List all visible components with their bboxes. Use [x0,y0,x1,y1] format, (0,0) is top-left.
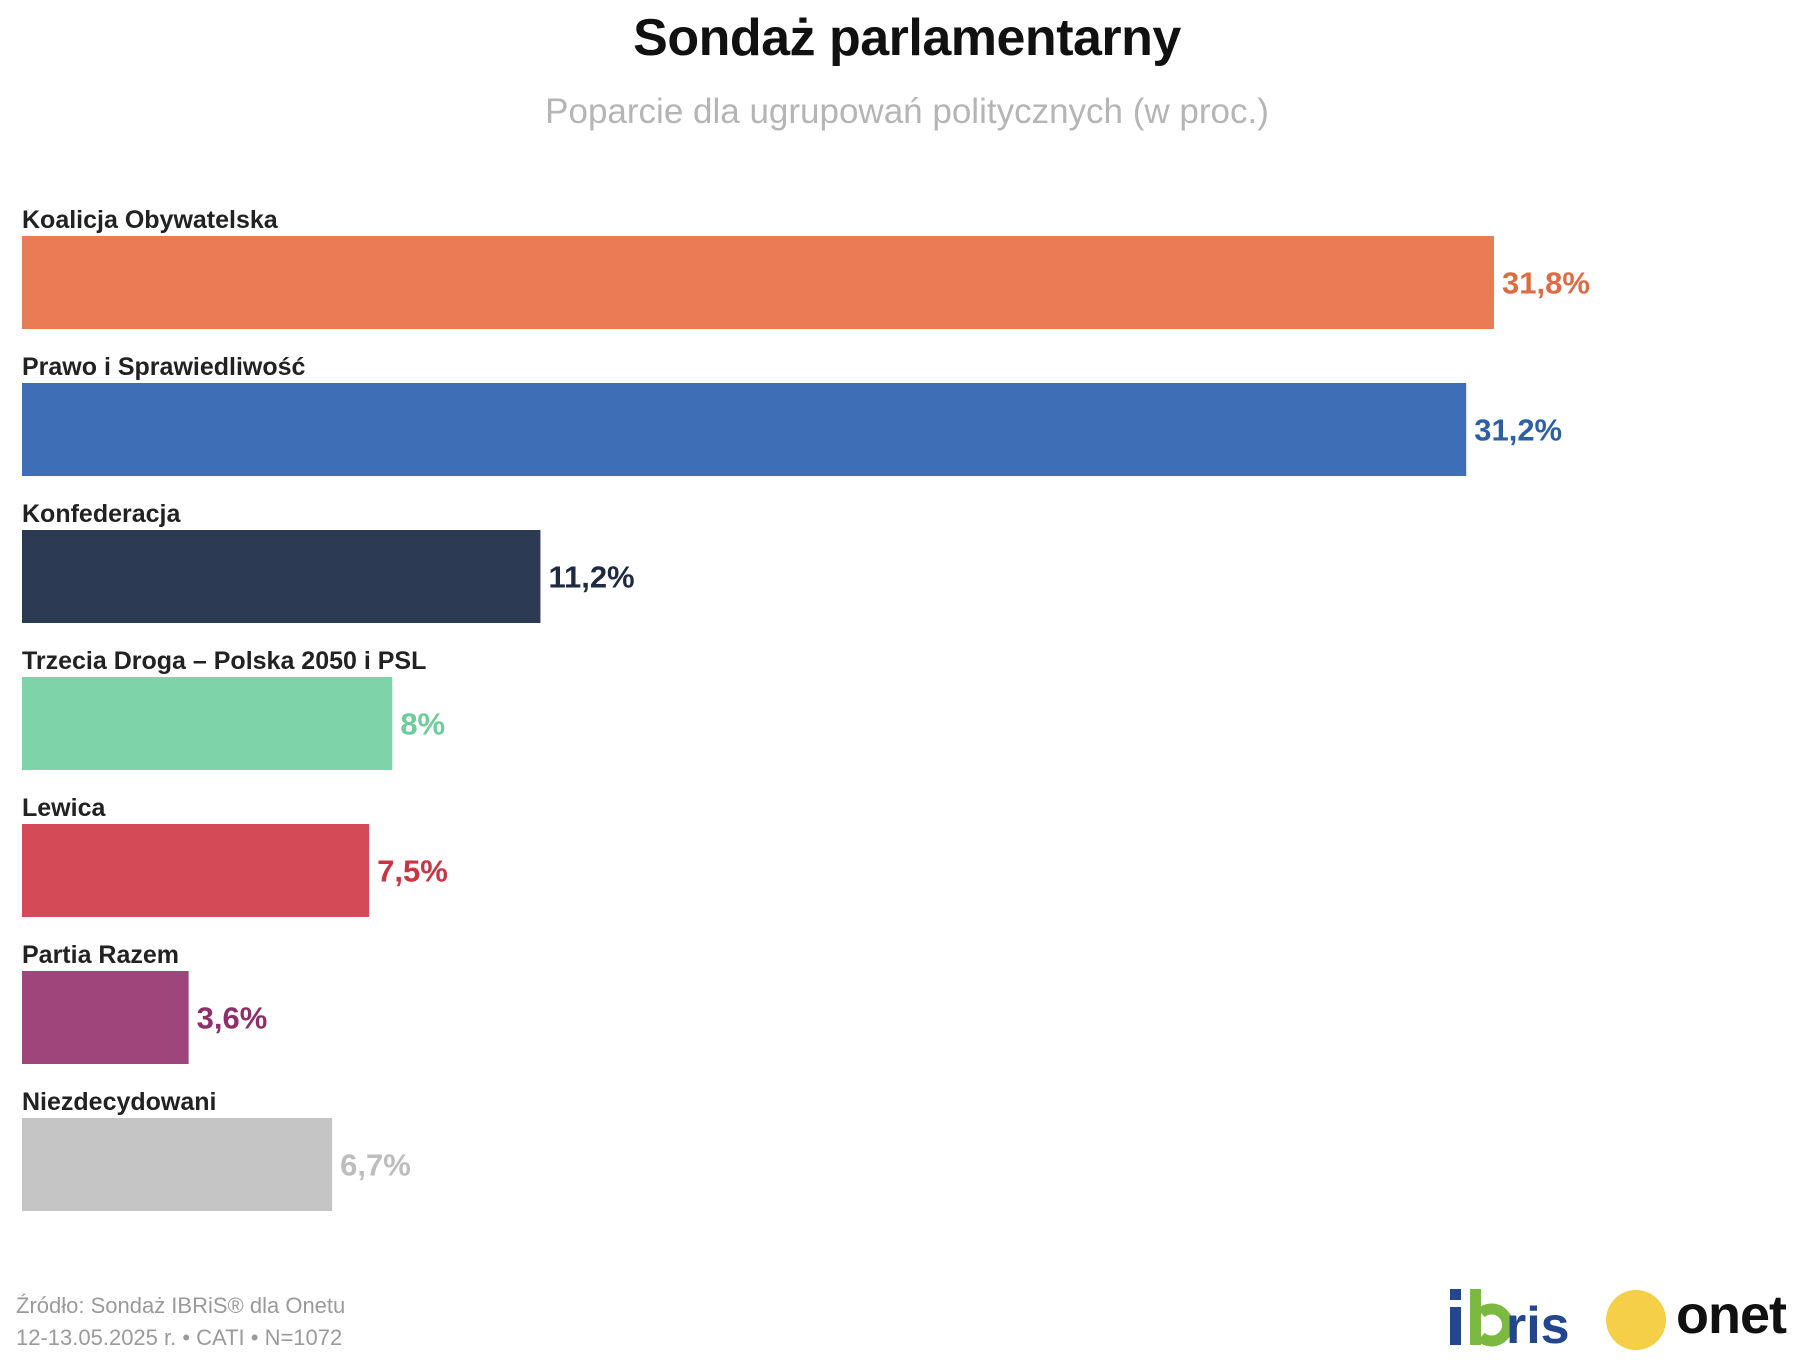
category-label: Prawo i Sprawiedliwość [22,353,306,381]
bar [22,971,189,1064]
value-label: 31,8% [1502,266,1590,301]
onet-logo-text: onet [1676,1285,1787,1345]
bar [22,677,393,770]
source-note: Źródło: Sondaż IBRiS® dla Onetu [16,1293,346,1318]
ibris-logo-text: ris [1506,1297,1570,1349]
category-label: Konfederacja [22,500,181,528]
category-label: Trzecia Droga – Polska 2050 i PSL [22,647,426,675]
value-label: 3,6% [197,1001,268,1036]
bar [22,236,1494,329]
value-label: 7,5% [377,854,448,889]
category-label: Lewica [22,794,106,822]
onet-dot-icon [1606,1290,1666,1350]
chart-subtitle: Poparcie dla ugrupowań politycznych (w p… [545,92,1269,131]
bar-chart: Koalicja Obywatelska 31,8% Prawo i Sprawie… [22,206,1590,1211]
bar [22,824,370,917]
bar [22,383,1467,476]
bar [22,1118,333,1211]
value-label: 31,2% [1474,413,1562,448]
onet-logo: onet [1606,1285,1806,1352]
value-label: 11,2% [548,560,634,595]
category-label: Koalicja Obywatelska [22,206,279,234]
category-label: Niezdecydowani [22,1088,217,1116]
value-label: 8% [400,707,445,742]
footer: Źródło: Sondaż IBRiS® dla Onetu 12-13.05… [16,1290,345,1354]
chart-title: Sondaż parlamentarny [633,9,1181,67]
category-label: Partia Razem [22,941,179,969]
bar [22,530,541,623]
survey-meta: 12-13.05.2025 r. • CATI • N=1072 [16,1325,343,1350]
ibris-logo: ris [1450,1289,1570,1349]
value-label: 6,7% [340,1148,411,1183]
